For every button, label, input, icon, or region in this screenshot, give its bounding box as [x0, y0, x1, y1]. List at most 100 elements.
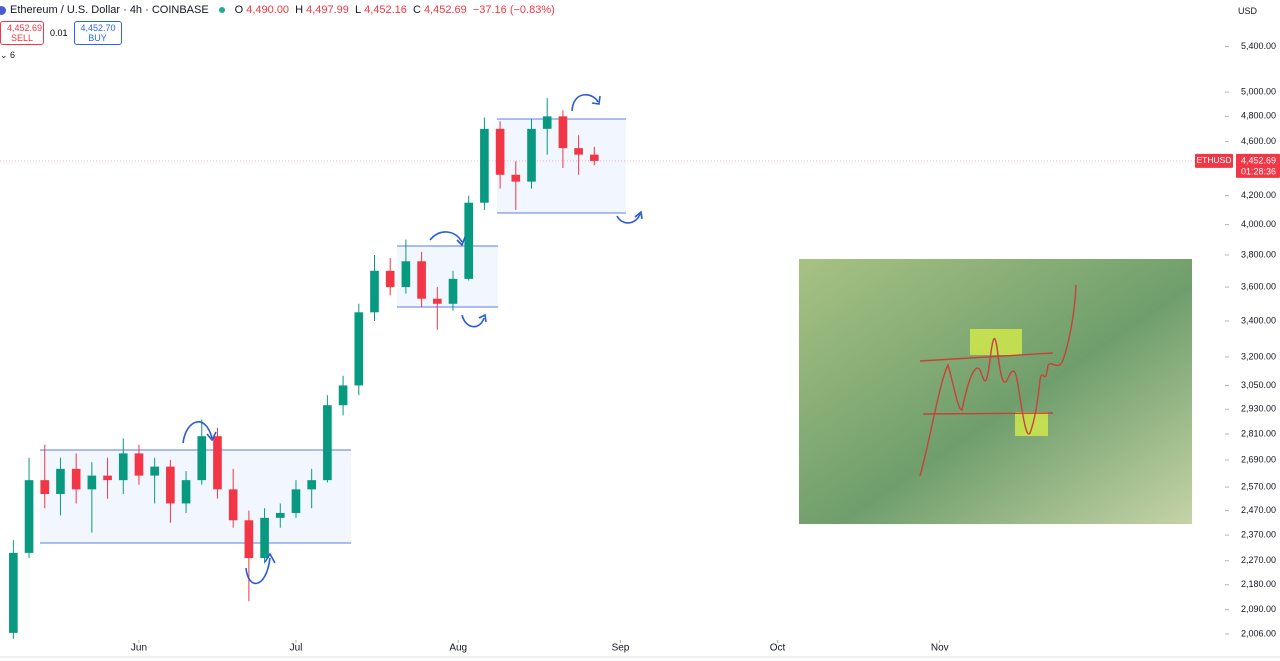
y-tick-label: 3,800.00 [1241, 249, 1276, 259]
range-box [397, 246, 498, 307]
buy-label: BUY [88, 33, 107, 43]
price-tag [1236, 153, 1280, 178]
ohlc-key: C [412, 4, 421, 16]
y-tick-label: 3,600.00 [1241, 281, 1276, 291]
sell-label: SELL [10, 33, 34, 43]
x-tick-label: Jul [290, 643, 303, 654]
candle-body [291, 489, 301, 513]
sell-button[interactable]: 4,452.69 SELL [0, 21, 44, 45]
y-tick-label: 2,270.00 [1241, 555, 1276, 565]
x-tick-label: Oct [770, 643, 786, 654]
candle-body [24, 480, 34, 553]
y-tick-label: 3,200.00 [1241, 351, 1276, 361]
candle-body [134, 453, 144, 476]
candle-body [401, 261, 411, 288]
ohlc-value: 4,497.99 [306, 4, 349, 16]
y-tick-label: 3,400.00 [1241, 315, 1276, 325]
ohlc: O 4,490.00 H 4,497.99 L 4,452.16 C 4,452.69 … [235, 4, 558, 16]
countdown: 01:28:36 [1241, 166, 1276, 176]
candle-body [558, 116, 568, 149]
candle-body [87, 475, 97, 490]
y-tick-label: 3,050.00 [1241, 380, 1276, 390]
range-box [40, 450, 351, 543]
symbol-icon [0, 5, 6, 15]
y-tick-label: 4,200.00 [1241, 190, 1276, 200]
y-tick-label: 2,570.00 [1241, 481, 1276, 491]
candle-body [542, 116, 552, 129]
y-tick-label: 2,370.00 [1241, 529, 1276, 539]
change: −37.16 (−0.83%) [472, 4, 555, 16]
symbol-title[interactable]: Ethereum / U.S. Dollar · 4h · COINBASE [10, 4, 209, 16]
arrows [182, 94, 643, 585]
inset-image [799, 259, 1192, 524]
candle-body [118, 453, 128, 481]
ohlc-key: O [234, 4, 244, 16]
candle-body [197, 436, 207, 481]
candle-body [338, 385, 348, 406]
y-tick-label: 2,180.00 [1241, 579, 1276, 589]
symbol-tag-label: ETHUSD [1197, 155, 1232, 165]
candle-body [480, 128, 489, 203]
ohlc-key: L [354, 4, 362, 16]
candle-body [260, 517, 269, 559]
price-tag-label: 4,452.69 [1241, 155, 1276, 165]
candle-body [370, 270, 379, 313]
candle-body [307, 480, 316, 490]
candle-body [495, 128, 505, 175]
candle-body [9, 552, 18, 633]
candle-body [574, 148, 583, 155]
candle-body [71, 468, 81, 490]
candle-body [323, 405, 332, 481]
y-tick-label: 4,600.00 [1241, 136, 1276, 146]
candle-body [228, 489, 238, 521]
y-tick-label: 2,810.00 [1241, 428, 1276, 438]
ohlc-value: 4,452.16 [364, 4, 407, 16]
y-tick-label: 2,090.00 [1241, 604, 1276, 614]
buy-button[interactable]: 4,452.70 BUY [73, 21, 122, 45]
ohlc-key: H [295, 4, 304, 16]
y-tick-label: 2,006.00 [1241, 628, 1276, 638]
candle-body [213, 436, 222, 490]
x-tick-label: Jun [131, 643, 147, 654]
y-tick-label: 5,000.00 [1241, 87, 1276, 97]
buy-price: 4,452.70 [80, 23, 116, 33]
x-tick-label: Aug [449, 643, 467, 654]
candle-body [150, 466, 159, 476]
y-tick-label: 2,470.00 [1241, 505, 1276, 515]
indicator-toggle[interactable]: ⌄ 6 [0, 50, 16, 60]
indicator-count: 6 [10, 50, 16, 60]
ohlc-value: 4,490.00 [246, 4, 290, 16]
candle-body [589, 154, 599, 161]
sell-price: 4,452.69 [7, 23, 43, 33]
candle-body [464, 202, 474, 279]
candle-body [385, 270, 395, 288]
candle-body [244, 520, 254, 559]
y-tick-label: 2,930.00 [1241, 404, 1276, 414]
candle-body [40, 480, 50, 495]
candle-body [275, 512, 285, 518]
x-tick-label: Sep [612, 643, 630, 654]
candle-body [448, 278, 458, 304]
header: Ethereum / U.S. Dollar · 4h · COINBASE O… [0, 4, 558, 16]
candle-body [432, 298, 442, 304]
candle-body [417, 261, 426, 299]
trade-panel: 4,452.69 SELL 0.01 4,452.70 BUY [0, 21, 122, 45]
status-dot [218, 7, 225, 13]
currency[interactable]: USD [1238, 6, 1258, 16]
candle-body [354, 312, 364, 386]
ohlc-value: 4,452.69 [423, 4, 467, 16]
spread: 0.01 [50, 28, 68, 38]
symbol-tag [1195, 153, 1233, 168]
y-tick-label: 4,800.00 [1241, 111, 1276, 121]
candle-body [103, 475, 112, 481]
y-tick-label: 4,000.00 [1241, 219, 1276, 229]
x-tick-label: Nov [931, 643, 949, 654]
candle-body [56, 468, 65, 495]
candle-body [181, 480, 191, 504]
candle-body [527, 128, 536, 182]
y-tick-label: 5,400.00 [1241, 41, 1276, 51]
y-tick-label: 2,690.00 [1241, 454, 1276, 464]
candle-body [511, 174, 521, 182]
